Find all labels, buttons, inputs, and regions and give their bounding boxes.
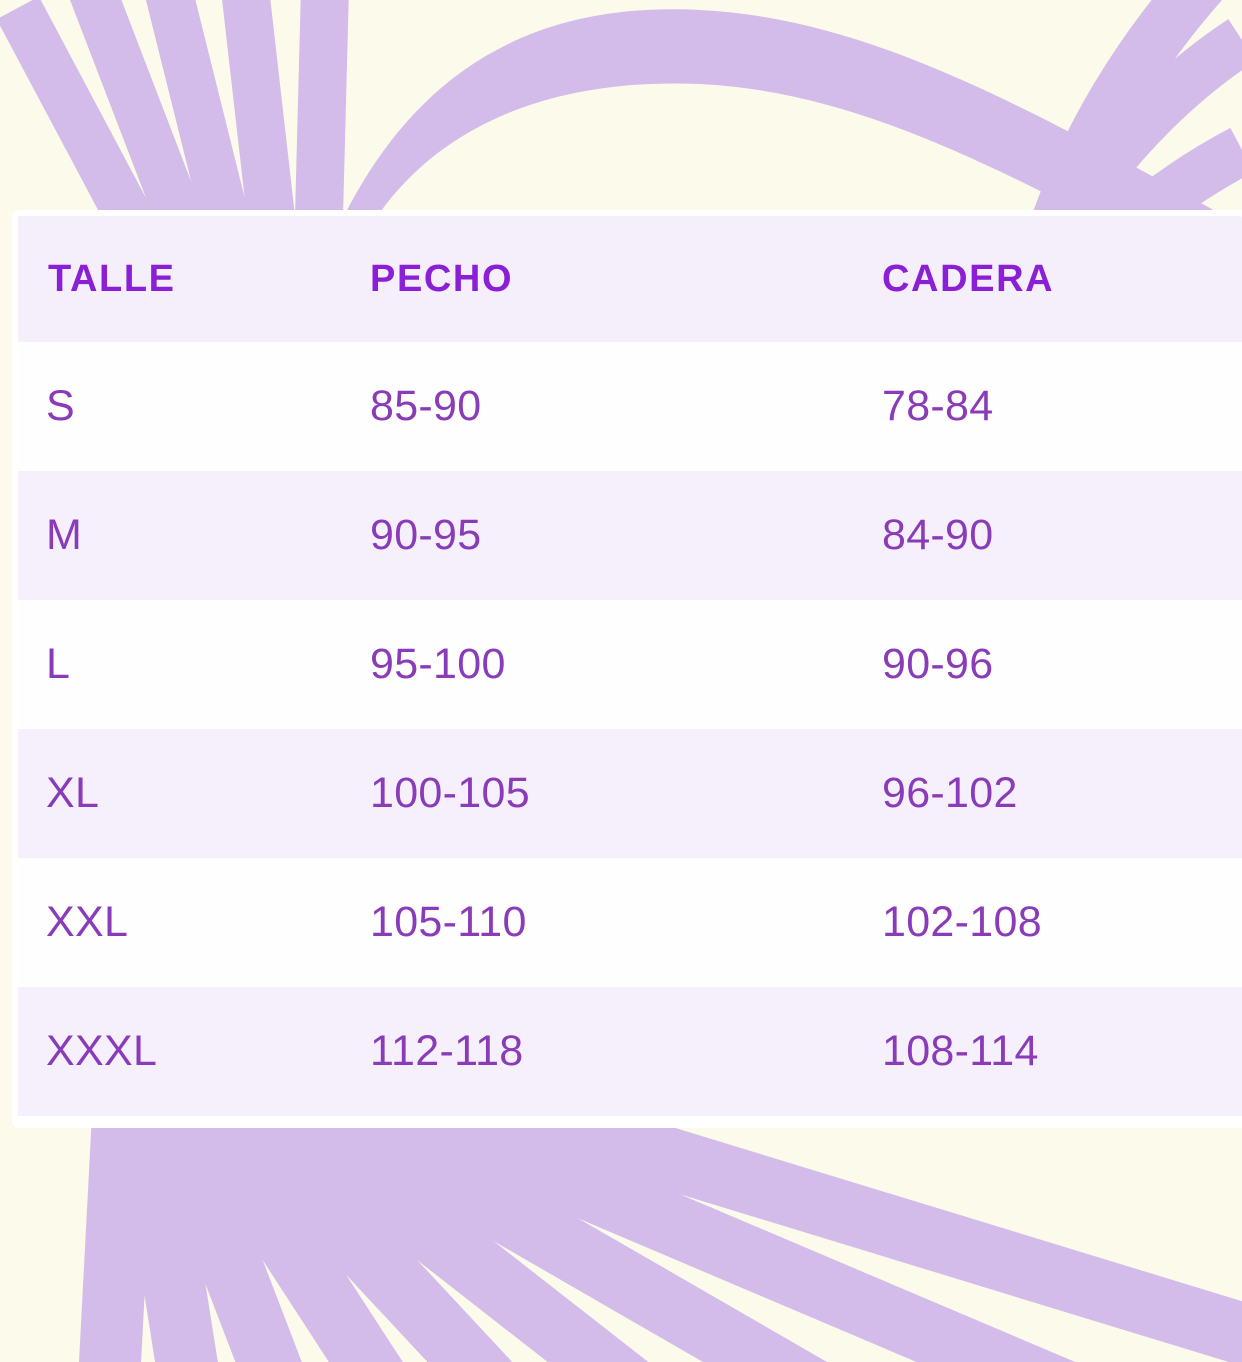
cell-cadera: 102-108 [882, 898, 1042, 946]
cell-pecho: 105-110 [370, 898, 527, 946]
table-row: XXXL 112-118 108-114 [18, 987, 1242, 1116]
column-header-pecho: PECHO [370, 257, 514, 300]
table-row: L 95-100 90-96 [18, 600, 1242, 729]
cell-talle: M [46, 511, 83, 559]
cell-pecho: 95-100 [370, 640, 506, 688]
cell-cadera: 90-96 [882, 640, 994, 688]
cell-pecho: 112-118 [370, 1027, 524, 1075]
cell-pecho: 90-95 [370, 511, 482, 559]
cell-pecho: 100-105 [370, 769, 530, 817]
table-row: XL 100-105 96-102 [18, 729, 1242, 858]
cell-talle: XL [46, 769, 100, 817]
cell-cadera: 84-90 [882, 511, 994, 559]
cell-pecho: 85-90 [370, 382, 482, 430]
column-header-talle: TALLE [48, 257, 176, 300]
cell-cadera: 96-102 [882, 769, 1018, 817]
column-header-cadera: CADERA [882, 257, 1055, 300]
cell-talle: XXXL [46, 1027, 158, 1075]
cell-cadera: 108-114 [882, 1027, 1039, 1075]
table-row: S 85-90 78-84 [18, 342, 1242, 471]
table-header-row: TALLE PECHO CADERA [18, 216, 1242, 342]
top-wave-shape [340, 9, 1242, 300]
cell-talle: L [46, 640, 71, 688]
size-chart-table: TALLE PECHO CADERA S 85-90 78-84 M 90-95… [18, 216, 1242, 1122]
table-row: XXL 105-110 102-108 [18, 858, 1242, 987]
cell-talle: S [46, 382, 75, 430]
table-row: M 90-95 84-90 [18, 471, 1242, 600]
cell-cadera: 78-84 [882, 382, 994, 430]
cell-talle: XXL [46, 898, 129, 946]
